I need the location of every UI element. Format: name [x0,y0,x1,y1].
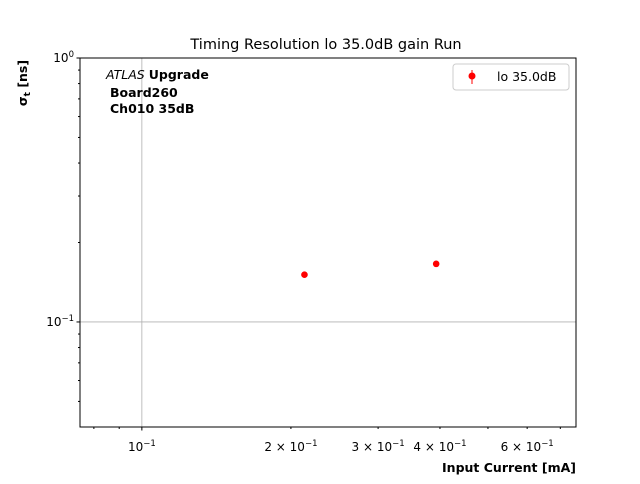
legend-label: lo 35.0dB [497,69,556,84]
legend: lo 35.0dB [452,63,570,91]
upgrade-label: Upgrade [149,67,209,82]
channel-label: Ch010 35dB [110,101,194,116]
legend-marker [468,72,476,80]
x-tick-label: 4 × 10−1 [413,439,466,454]
atlas-annotation: ATLAS Upgrade Board260 Ch010 35dB [105,67,209,116]
x-axis-label: Input Current [mA] [442,460,576,475]
y-tick-label: 100 [53,50,74,65]
atlas-label: ATLAS [105,67,145,82]
board-label: Board260 [110,85,178,100]
plot-frame [79,57,577,428]
x-tick-label: 10−1 [128,439,156,454]
x-tick-label: 2 × 10−1 [264,439,317,454]
x-tick-label: 3 × 10−1 [352,439,405,454]
data-point [301,271,308,279]
data-point [432,260,440,268]
chart-title: Timing Resolution lo 35.0dB gain Run [189,37,461,53]
x-tick-label: 6 × 10−1 [501,439,554,454]
y-axis-label: σt [ns] [15,60,33,106]
y-tick-label: 10−1 [46,314,74,329]
points [301,260,440,279]
grid [80,58,576,427]
ticks: 10−1 2 × 10−1 3 × 10−1 4 × 10−1 6 × 10−1 100 1… [46,50,561,454]
